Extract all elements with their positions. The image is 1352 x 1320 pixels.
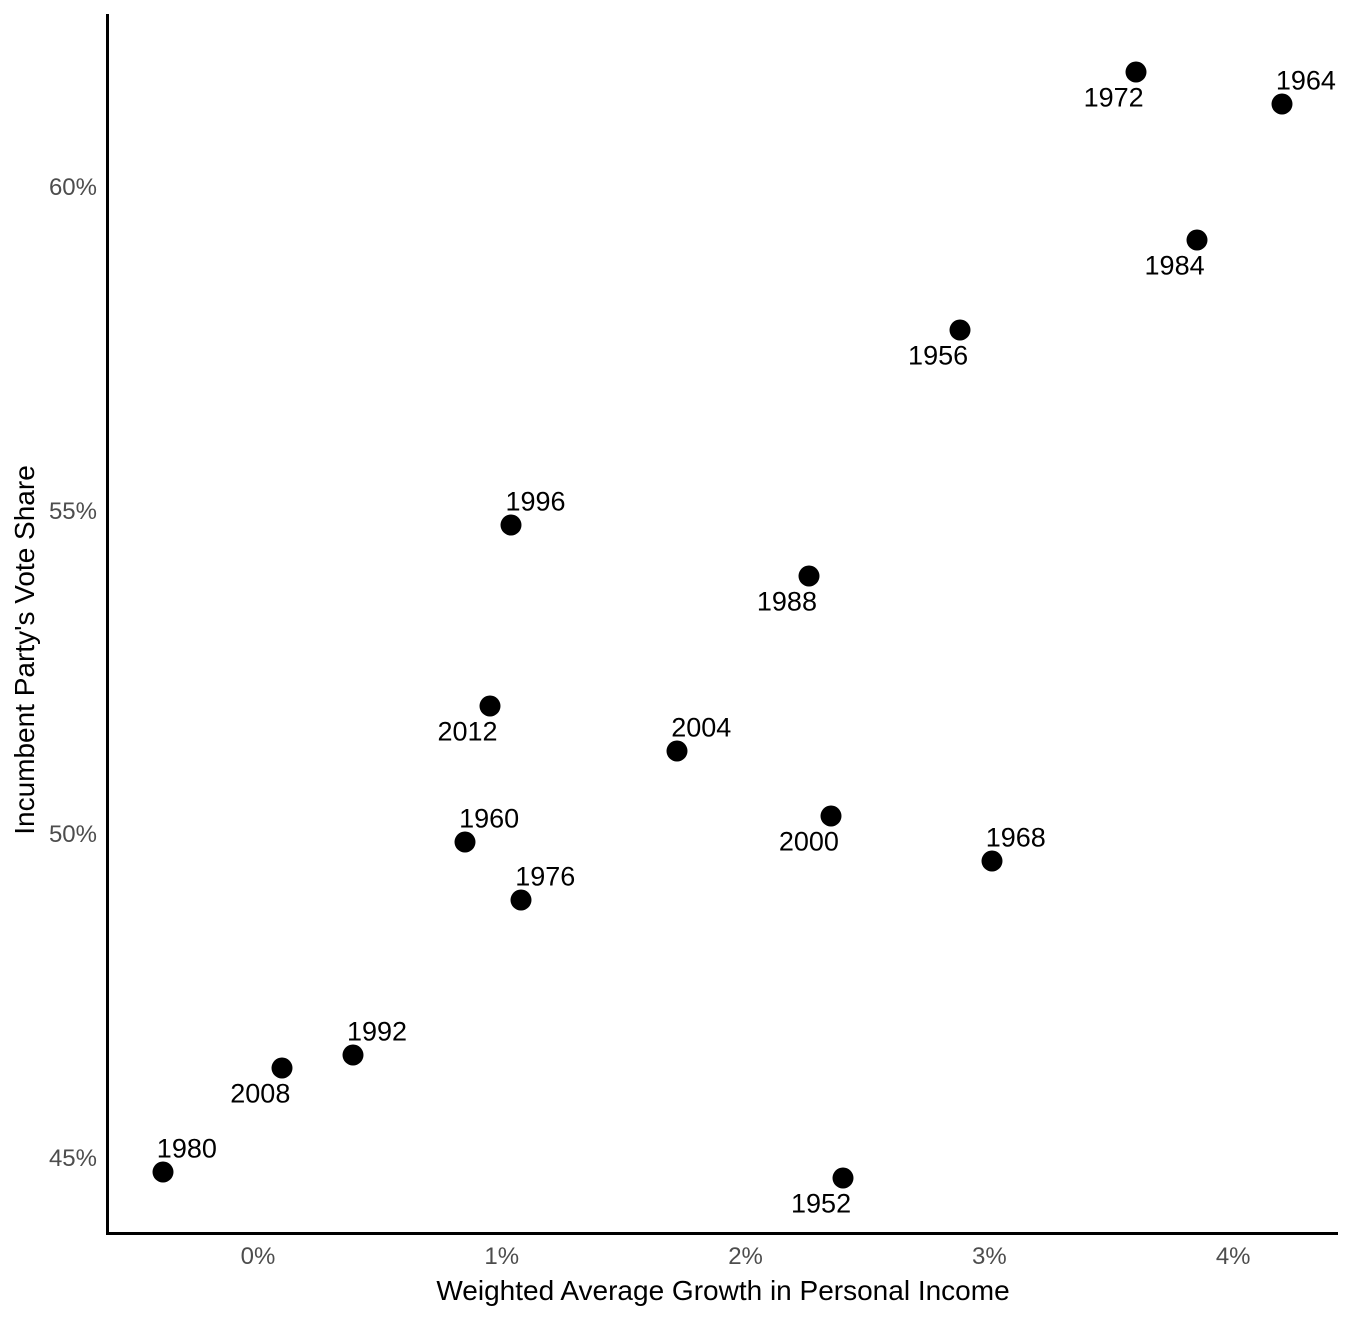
x-tick-label: 4% (1215, 1243, 1251, 1270)
data-point-1952 (832, 1167, 854, 1189)
y-tick-label: 50% (48, 821, 97, 849)
data-point-1992 (342, 1044, 364, 1066)
data-point-2012 (479, 695, 501, 717)
data-point-1960 (454, 831, 476, 853)
point-label-2000: 2000 (778, 826, 839, 857)
point-label-1956: 1956 (908, 340, 969, 371)
point-label-1952: 1952 (791, 1188, 852, 1219)
point-label-1988: 1988 (756, 586, 817, 617)
x-axis-title: Weighted Average Growth in Personal Inco… (436, 1275, 1010, 1306)
y-tick-label: 45% (48, 1144, 97, 1172)
point-label-1996: 1996 (505, 486, 566, 516)
x-tick-label: 0% (240, 1243, 276, 1270)
point-label-1960: 1960 (459, 803, 520, 834)
y-axis-line (106, 14, 109, 1235)
data-point-1976 (510, 889, 532, 911)
point-label-1984: 1984 (1144, 250, 1205, 281)
data-point-1996 (500, 514, 522, 535)
point-label-2012: 2012 (437, 716, 498, 747)
data-point-1956 (949, 319, 971, 341)
x-tick-label: 1% (484, 1243, 520, 1270)
point-label-1968: 1968 (985, 822, 1046, 853)
data-point-1964 (1271, 93, 1293, 115)
x-tick-label: 2% (728, 1243, 763, 1270)
point-label-2008: 2008 (230, 1078, 291, 1109)
point-label-1972: 1972 (1083, 82, 1144, 113)
point-label-1976: 1976 (515, 861, 576, 892)
data-point-1980 (152, 1161, 174, 1183)
point-label-1980: 1980 (156, 1133, 217, 1164)
data-point-1968 (981, 850, 1003, 872)
data-point-2008 (271, 1057, 293, 1079)
data-point-1988 (798, 565, 820, 587)
data-point-2004 (666, 740, 688, 762)
data-point-1972 (1125, 61, 1147, 83)
point-label-1992: 1992 (346, 1016, 408, 1047)
point-label-1964: 1964 (1275, 65, 1336, 96)
data-point-2000 (820, 805, 842, 827)
point-label-2004: 2004 (671, 712, 732, 743)
y-tick-label: 55% (48, 497, 97, 525)
y-tick-label: 60% (48, 174, 97, 202)
data-point-1984 (1186, 229, 1208, 251)
x-tick-label: 3% (972, 1243, 1007, 1270)
x-axis-line (106, 1232, 1338, 1235)
